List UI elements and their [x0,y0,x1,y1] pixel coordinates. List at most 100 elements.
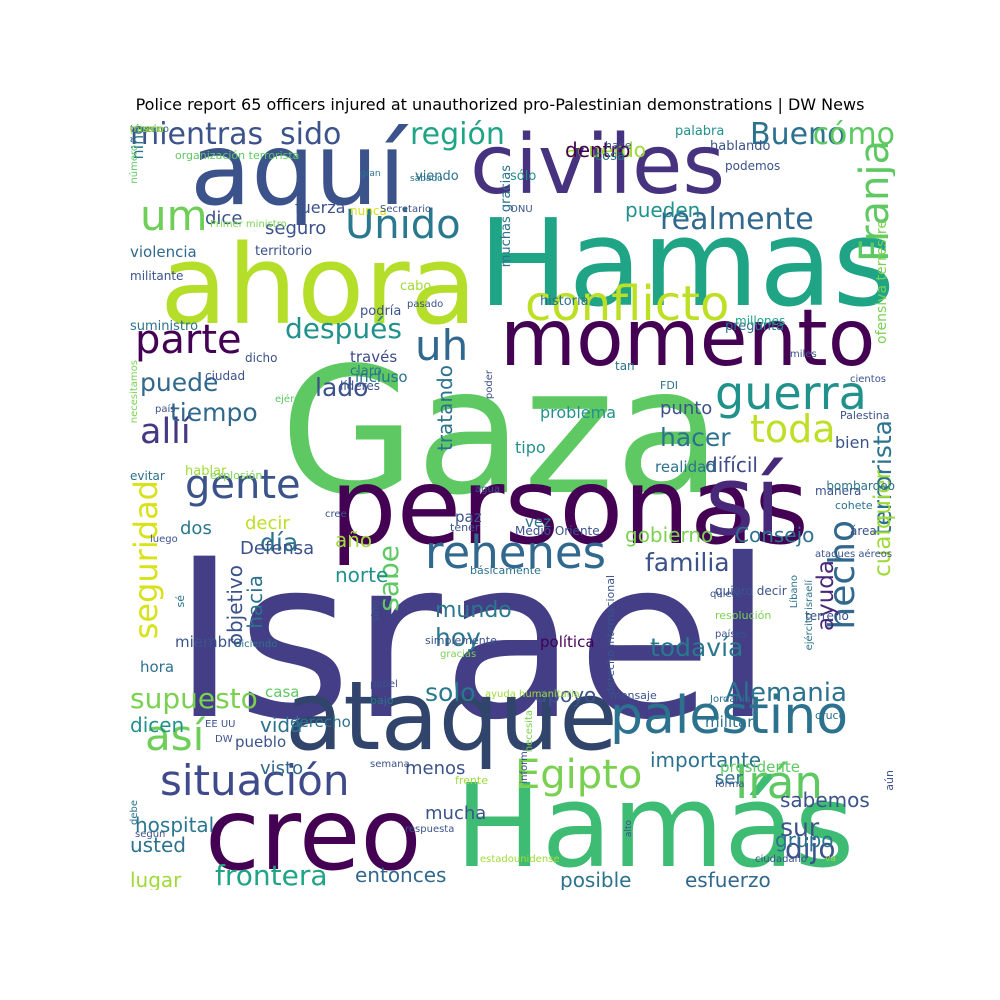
word-101: hora [140,658,175,676]
word-98: política [540,633,595,651]
word-32: realmente [660,202,814,237]
word-136: dicho [245,351,278,365]
word-41: hacer [660,423,731,452]
word-195: poder [484,370,495,400]
word-72: visto [260,758,304,779]
word-107: través [350,348,398,366]
word-119: pregunta [725,319,785,334]
word-7: aquí [190,120,406,228]
word-192: número [129,145,140,184]
word-144: básicamente [470,564,541,577]
word-193: Primer ministro [210,219,287,230]
word-151: quiere [710,589,742,600]
word-78: vida [260,713,303,737]
word-141: explosión [210,469,263,482]
word-75: ser [715,768,743,789]
word-153: países [715,629,747,640]
word-169: semana [370,759,410,770]
word-9: creo [205,776,422,890]
word-81: norte [335,563,389,587]
word-46: todavía [650,633,744,662]
word-20: gente [185,462,301,508]
word-21: parte [135,317,242,363]
word-33: mientras [130,120,264,152]
word-5: personas [330,446,809,568]
word-2: Gaza [280,331,722,534]
word-6: ahora [160,221,478,349]
word-85: tratando [433,365,457,452]
word-80: decir [245,513,290,534]
word-181: necesita [524,710,535,753]
word-70: usted [130,833,186,857]
word-121: ofensiva terrestre [874,220,890,344]
word-194: pasado [407,299,444,310]
word-96: paz [455,508,482,526]
word-109: claro [350,364,382,379]
word-18: Egipto [515,752,643,798]
word-40: lado [315,373,369,402]
word-44: frontera [215,859,328,890]
word-24: toda [750,407,836,451]
word-182: agua [475,484,500,495]
word-125: evitar [130,469,165,483]
word-134: miles [790,349,817,360]
word-62: Consejo [735,523,815,547]
word-106: presidente [720,758,800,776]
word-184: hace [605,139,632,152]
word-39: tiempo [170,398,258,427]
word-64: importante [650,748,762,772]
word-190: gran [360,169,381,179]
word-123: militante [130,269,184,283]
word-14: rehenes [425,526,607,579]
word-104: pueblo [235,733,287,751]
word-87: dice [205,208,243,229]
word-133: cientos [850,374,887,385]
word-60: mundo [435,598,512,623]
word-175: ciudadano [755,854,808,865]
word-99: Defensa [240,538,315,559]
word-197: parece [130,124,165,135]
word-122: muchas gracias [499,165,514,268]
word-137: ciudad [205,369,246,383]
word-59: pueden [625,198,701,222]
word-102: casa [265,683,300,701]
word-93: problema [540,403,617,422]
word-45: familia [645,548,730,577]
word-114: sólo [510,169,537,184]
word-3: Hamás [455,760,855,890]
word-142: tener [450,521,480,534]
word-15: conflicto [525,276,730,332]
word-71: lugar [130,868,182,890]
word-188: Secretario [380,204,432,215]
word-92: bien [835,433,870,452]
word-73: menos [405,758,466,779]
word-12: sí [705,447,781,557]
word-156: simplemente [425,634,497,647]
word-50: día [260,528,299,557]
word-57: acuerdo [565,138,647,162]
word-129: área [850,524,877,538]
word-26: Unido [345,202,461,248]
word-52: solo [425,678,476,707]
word-108: incluso [355,368,408,386]
word-165: Jordania [710,694,751,705]
word-163: ayuda humanitaria [485,689,580,700]
word-23: allí [140,412,191,452]
word-171: frente [455,774,488,787]
word-67: esfuerzo [685,868,771,890]
word-58: dentro [565,138,631,162]
word-4: Hamas [478,195,895,334]
word-186: ONU [510,204,533,215]
word-160: luego [150,534,178,545]
word-154: sino [369,600,382,623]
word-189: sábado [410,174,443,184]
word-146: quiero decir [715,584,787,598]
word-94: realidad [655,458,716,476]
word-69: hospital [135,813,215,837]
word-74: mucha [425,803,487,824]
word-126: manera [815,484,862,498]
word-179: debe [129,800,140,825]
word-162: papel [370,679,398,690]
word-82: año [335,528,373,552]
word-187: nunca [350,204,387,218]
